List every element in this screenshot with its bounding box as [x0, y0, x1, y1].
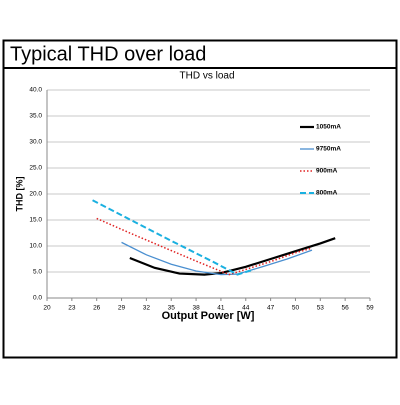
x-tick-label: 20 — [43, 305, 51, 312]
y-tick-label: 25.0 — [29, 165, 42, 172]
x-tick-label: 29 — [118, 305, 126, 312]
x-tick-label: 56 — [342, 305, 350, 312]
x-tick-label: 59 — [366, 305, 374, 312]
y-tick-label: 40.0 — [29, 87, 42, 94]
y-tick-label: 15.0 — [29, 217, 42, 224]
chart-title: THD vs load — [179, 71, 234, 82]
x-tick-label: 44 — [242, 305, 250, 312]
y-axis-label: THD [%] — [14, 177, 24, 212]
y-tick-label: 30.0 — [29, 139, 42, 146]
x-axis-label: Output Power [W] — [162, 310, 255, 322]
y-tick-label: 20.0 — [29, 191, 42, 198]
x-tick-label: 50 — [292, 305, 300, 312]
y-tick-label: 0.0 — [33, 295, 42, 302]
x-tick-label: 38 — [192, 305, 200, 312]
x-tick-label: 32 — [143, 305, 151, 312]
x-tick-label: 53 — [317, 305, 325, 312]
series-line — [121, 241, 313, 276]
header-title: Typical THD over load — [10, 43, 206, 65]
legend-label: 900mA — [316, 168, 338, 175]
x-tick-label: 41 — [217, 305, 225, 312]
legend-label: 1050mA — [316, 124, 341, 131]
frame — [2, 39, 398, 359]
y-tick-label: 5.0 — [33, 269, 42, 276]
legend-label: 800mA — [316, 190, 338, 197]
x-tick-label: 35 — [168, 305, 176, 312]
x-tick-label: 47 — [267, 305, 275, 312]
legend-label: 9750mA — [316, 146, 341, 153]
series-line — [92, 199, 255, 276]
x-tick-label: 26 — [93, 305, 101, 312]
y-tick-label: 35.0 — [29, 113, 42, 120]
y-tick-label: 10.0 — [29, 243, 42, 250]
series-line — [96, 217, 313, 276]
x-tick-label: 23 — [68, 305, 76, 312]
series-line — [129, 237, 336, 276]
